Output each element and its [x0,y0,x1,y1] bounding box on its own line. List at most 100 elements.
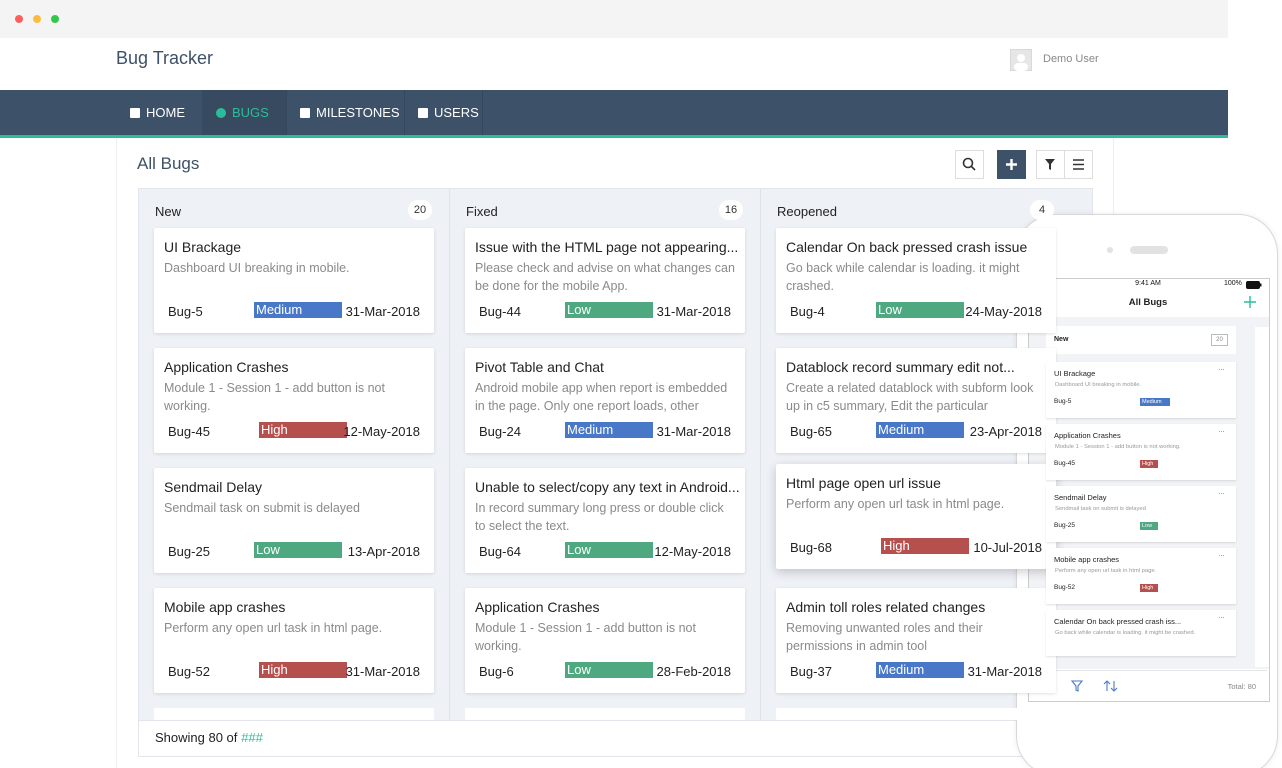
nav-icon [418,107,428,118]
column-name: Fixed [466,204,498,219]
card-title: Pivot Table and Chat [475,359,604,375]
phone-badge: Low [1140,522,1158,530]
bug-card[interactable]: Application Crashes Module 1 - Session 1 … [465,588,745,693]
bug-card[interactable]: Issue with the HTML page not appearing..… [465,228,745,333]
card-date: 31-Mar-2018 [345,664,420,679]
bug-card[interactable]: Datablock record summary edit not... Crea… [776,348,1056,453]
window-controls [15,15,59,23]
priority-badge: Low [565,302,653,318]
bug-id: Bug-64 [479,544,521,559]
bug-id: Bug-68 [790,540,832,555]
phone-card-desc: Go back while calendar is loading. it mi… [1055,630,1196,636]
phone-card[interactable]: UI Brackage Dashboard UI breaking in mobi… [1046,362,1236,418]
column-name: New [155,204,182,219]
showing: Showing 80 of [155,730,238,745]
priority-badge: Low [254,542,342,558]
bug-id: Bug-25 [168,544,210,559]
phone-card-desc: Dashboard UI breaking in mobile. [1055,382,1142,388]
user-name[interactable]: Demo User [1043,53,1099,65]
card-title: Mobile app crashes [164,599,286,615]
bug-card[interactable]: UI Brackage Dashboard UI breaking in mobi… [154,228,434,333]
phone-bottom-bar [1029,670,1267,700]
phone-bug-id: Bug-5 [1054,398,1072,405]
bug-id: Bug-45 [168,424,210,439]
priority-badge: Low [876,302,964,318]
card-desc: Module 1 - Session 1 - add button is not… [475,621,696,653]
bug-id: Bug-52 [168,664,210,679]
card-title: Sendmail Delay [164,479,263,495]
card-date: 24-May-2018 [965,304,1042,319]
phone-badge: High [1140,584,1158,592]
app-title: Bug Tracker [116,48,214,68]
phone-add[interactable] [1244,296,1256,308]
bug-card[interactable]: Html page open url issue Perform any open… [776,464,1056,569]
nav-label: HOME [146,105,185,120]
bug-card[interactable]: Sendmail Delay Sendmail task on submit is… [154,468,434,573]
phone-card-desc: Perform any open url task in html page. [1055,568,1157,574]
phone-time: 9:41 AM [1135,280,1161,287]
bug-card[interactable]: Application Crashes Module 1 - Session 1 … [154,348,434,453]
card-desc: Sendmail task on submit is delayed [164,501,360,515]
priority-badge: High [259,662,347,678]
card-title: Unable to select/copy any text in Androi… [475,479,740,495]
card-desc: Dashboard UI breaking in mobile. [164,261,350,275]
card-desc: Create a related datablock with subform … [786,381,1034,413]
bug-card[interactable]: Mobile app crashes Perform any open url t… [154,588,434,693]
phone-card[interactable]: Mobile app crashes Perform any open url t… [1046,548,1236,604]
bug-card [776,708,1056,720]
phone-column-header [1046,326,1236,354]
bug-card [154,708,434,720]
footer-text: Showing 80 of ### [155,730,263,745]
priority-badge: Medium [565,422,653,438]
phone-card-desc: Sendmail task on submit is delayed [1055,506,1146,512]
priority-badge: Low [565,662,653,678]
phone-column-name: New [1054,336,1069,343]
nav-item[interactable]: HOME [116,90,203,135]
priority-badge: Medium [876,662,964,678]
phone-card[interactable]: Application Crashes Module 1 - Session 1 … [1046,424,1236,480]
priority-badge: High [259,422,347,438]
phone-card-desc: Module 1 - Session 1 - add button is not… [1055,444,1181,450]
nav-item[interactable]: BUGS [202,90,287,135]
card-date: 12-May-2018 [343,424,420,439]
card-title: Application Crashes [164,359,289,375]
nav-label: USERS [434,105,479,120]
phone-badge: Medium [1140,398,1170,406]
bug-card[interactable]: Admin toll roles related changes Removing… [776,588,1056,693]
card-menu[interactable]: ··· [1218,426,1225,436]
column-divider [449,189,450,720]
bug-card[interactable]: Pivot Table and Chat Android mobile app w… [465,348,745,453]
search-button[interactable] [955,150,984,179]
column-count: 20 [408,200,432,220]
bug-card[interactable]: Unable to select/copy any text in Androi… [465,468,745,573]
phone-card[interactable]: Calendar On back pressed crash iss... Go … [1046,610,1236,656]
card-menu[interactable]: ··· [1218,612,1225,622]
nav-item[interactable]: USERS [404,90,483,135]
column-count: 16 [719,200,743,220]
phone-next-column [1255,327,1269,667]
phone-card-title: Application Crashes [1054,431,1121,440]
phone-speaker [1107,246,1168,254]
card-menu[interactable]: ··· [1218,550,1225,560]
phone-card-title: Sendmail Delay [1054,493,1107,502]
bug-id: Bug-24 [479,424,521,439]
card-menu[interactable]: ··· [1218,488,1225,498]
phone-total: Total: 80 [1227,682,1256,691]
card-date: 28-Feb-2018 [656,664,731,679]
nav-item[interactable]: MILESTONES [286,90,405,135]
card-menu[interactable]: ··· [1218,364,1225,374]
card-title: Issue with the HTML page not appearing..… [475,239,739,255]
phone-title: All Bugs [1128,297,1168,308]
card-title: Application Crashes [475,599,600,615]
phone-card-title: UI Brackage [1054,369,1096,378]
card-date: 31-Mar-2018 [656,304,731,319]
card-date: 10-Jul-2018 [973,540,1042,555]
card-desc: Please check and advise on what changes … [475,261,735,293]
priority-badge: Low [565,542,653,558]
card-title: Datablock record summary edit not... [786,359,1015,375]
bug-id: Bug-6 [479,664,514,679]
footer [138,720,1093,757]
bug-card[interactable]: Calendar On back pressed crash issue Go b… [776,228,1056,333]
phone-card[interactable]: Sendmail Delay Sendmail task on submit is… [1046,486,1236,542]
